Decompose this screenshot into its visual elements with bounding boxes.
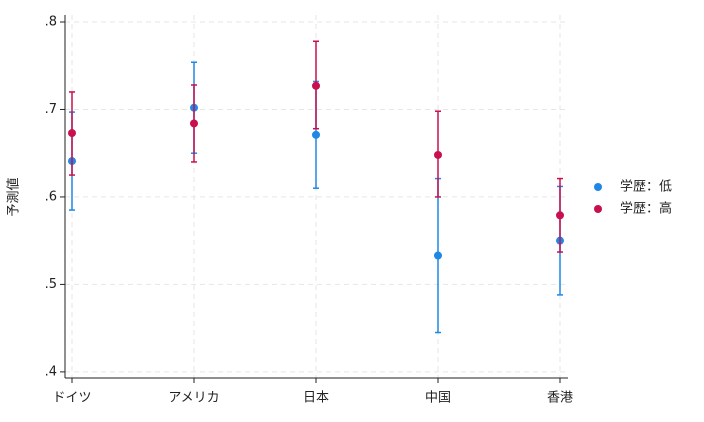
y-tick-label: .6 — [45, 189, 57, 204]
x-tick-label: 日本 — [303, 391, 329, 406]
point — [312, 130, 320, 139]
y-tick-label: .7 — [45, 102, 57, 117]
legend-marker — [594, 183, 602, 191]
legend-label: 学歴：高 — [620, 201, 672, 217]
x-tick-label: 香港 — [547, 391, 573, 406]
point — [68, 129, 76, 138]
point — [312, 81, 320, 90]
y-tick-label: .5 — [45, 277, 57, 292]
legend-label: 学歴：低 — [620, 179, 672, 195]
y-axis-title: 予測値 — [6, 177, 22, 216]
x-tick-label: アメリカ — [168, 391, 219, 406]
point — [434, 150, 442, 159]
y-tick-label: .8 — [45, 14, 57, 29]
legend-marker — [594, 205, 602, 213]
point — [556, 211, 564, 220]
y-tick-label: .4 — [45, 364, 57, 379]
point — [434, 251, 442, 260]
point — [190, 119, 198, 128]
x-tick-label: 中国 — [425, 391, 451, 406]
x-tick-label: ドイツ — [52, 391, 91, 406]
